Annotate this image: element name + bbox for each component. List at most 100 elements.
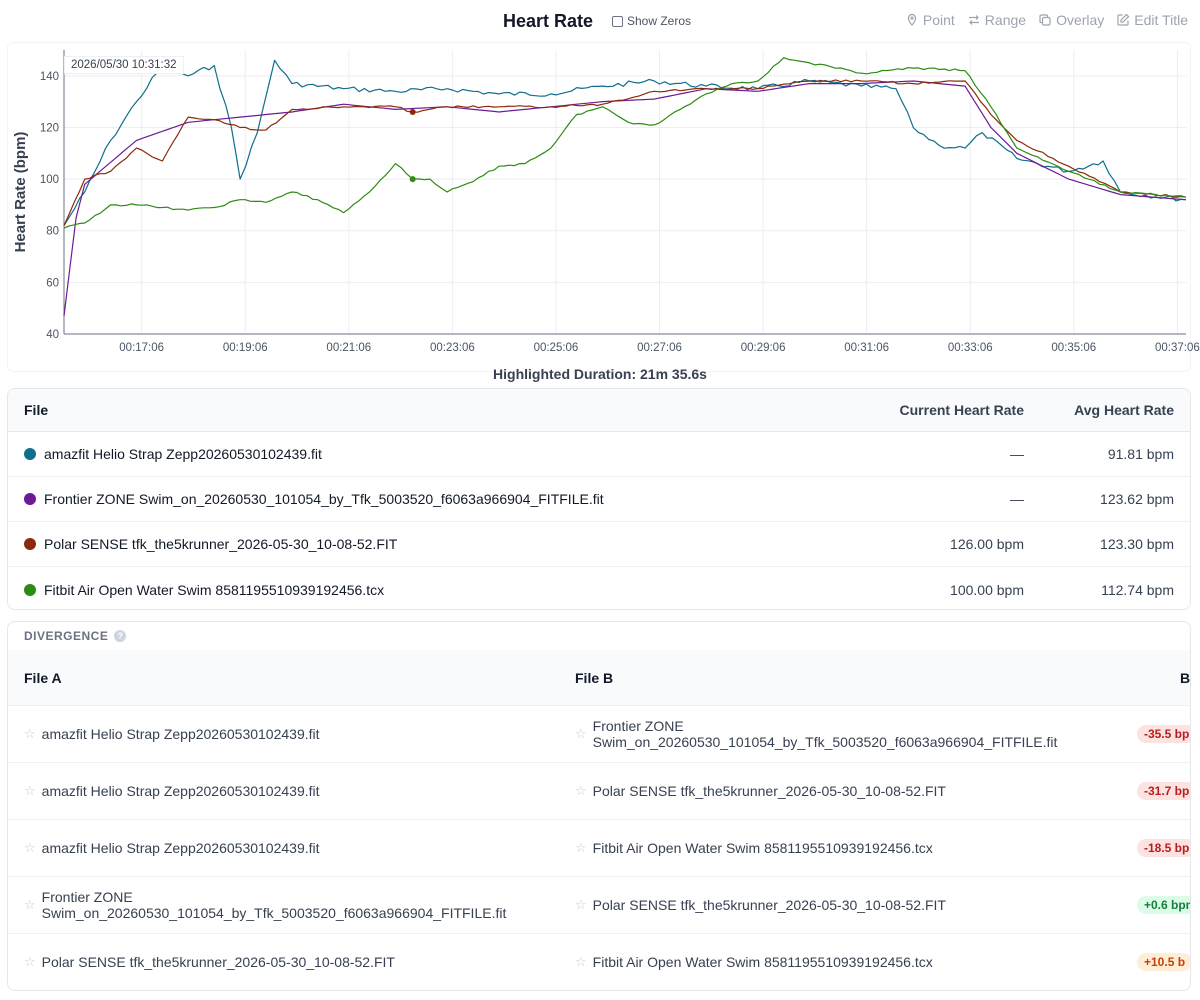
y-tick-label: 140 [40,71,59,83]
star-icon[interactable]: ☆ [575,840,587,855]
current-hr-cell: — [1010,446,1024,462]
file-b-cell: ☆ Polar SENSE tfk_the5krunner_2026-05-30_… [575,783,1125,799]
divergence-row[interactable]: ☆ amazfit Helio Strap Zepp20260530102439.… [8,705,1190,762]
y-tick-label: 60 [46,277,59,289]
bias-badge: -31.7 bp [1137,782,1190,800]
file-b-name: Frontier ZONE Swim_on_20260530_101054_by… [592,718,1058,750]
file-column-header: File [24,402,49,418]
heart-rate-chart[interactable]: 40 60 80 100 120 140 00:17:06 00:19:06 00:21:06 0… [0,0,1200,372]
file-b-column-header: File B [575,669,614,686]
x-tick-label: 00:35:06 [1051,342,1096,354]
file-b-cell: ☆ Polar SENSE tfk_the5krunner_2026-05-30_… [575,897,1125,913]
divergence-row[interactable]: ☆ Polar SENSE tfk_the5krunner_2026-05-30_… [8,933,1190,990]
star-icon[interactable]: ☆ [24,783,36,798]
divergence-title-text: DIVERGENCE [24,629,109,643]
star-icon[interactable]: ☆ [24,954,36,969]
file-cell: amazfit Helio Strap Zepp20260530102439.f… [8,446,824,462]
x-tick-label: 00:17:06 [119,342,164,354]
file-b-cell: ☆ Fitbit Air Open Water Swim 858119551093… [575,840,1125,856]
avg-hr-cell: 123.62 bpm [1100,491,1174,507]
point-button[interactable]: Point [905,12,955,28]
table-row[interactable]: amazfit Helio Strap Zepp20260530102439.f… [8,432,1190,477]
show-zeros-toggle[interactable]: Show Zeros [612,14,691,28]
file-name: amazfit Helio Strap Zepp20260530102439.f… [44,446,322,462]
file-b-name: Fitbit Air Open Water Swim 8581195510939… [592,954,933,970]
series-color-dot [24,448,36,460]
star-icon[interactable]: ☆ [575,954,587,969]
chart-header: Heart Rate Show Zeros Point Range Overla… [0,0,1200,42]
current-hr-column-header: Current Heart Rate [899,402,1024,418]
x-tick-label: 00:29:06 [741,342,786,354]
file-a-name: Frontier ZONE Swim_on_20260530_101054_by… [41,889,507,921]
star-icon[interactable]: ☆ [575,897,587,912]
bias-badge: +10.5 b [1137,953,1190,971]
divergence-panel: DIVERGENCE ? File A File B Bi ☆ amazfit H… [7,621,1191,991]
file-a-cell: ☆ amazfit Helio Strap Zepp20260530102439.… [24,840,554,856]
current-hr-cell: 126.00 bpm [950,536,1024,552]
avg-hr-cell: 91.81 bpm [1107,446,1174,462]
table-row[interactable]: Frontier ZONE Swim_on_20260530_101054_by… [8,477,1190,522]
series-color-dot [24,493,36,505]
star-icon[interactable]: ☆ [24,726,36,741]
file-name: Frontier ZONE Swim_on_20260530_101054_by… [44,491,604,507]
edit-icon [1117,13,1130,26]
show-zeros-checkbox[interactable] [612,15,623,27]
y-tick-label: 100 [40,174,59,186]
chart-toolbar: Point Range Overlay Edit Title [905,12,1188,28]
bias-badge: -35.5 bp [1137,725,1190,743]
file-a-cell: ☆ Polar SENSE tfk_the5krunner_2026-05-30_… [24,954,554,970]
series-line-2 [63,80,1187,316]
file-cell: Fitbit Air Open Water Swim 8581195510939… [8,582,824,598]
star-icon[interactable]: ☆ [24,897,36,912]
bias-cell: -35.5 bp [1137,725,1190,743]
star-icon[interactable]: ☆ [575,726,587,741]
cursor-timestamp: 2026/05/30 10:31:32 [64,56,184,74]
avg-hr-cell: 112.74 bpm [1101,581,1174,598]
chart-panel [7,42,1191,372]
x-tick-label: 00:25:06 [534,342,579,354]
divergence-row[interactable]: ☆ amazfit Helio Strap Zepp20260530102439.… [8,762,1190,819]
x-tick-label: 00:19:06 [223,342,268,354]
x-tick-label: 00:33:06 [948,342,993,354]
overlay-label: Overlay [1056,12,1105,28]
cursor-point [409,108,416,115]
file-a-name: amazfit Helio Strap Zepp20260530102439.f… [41,840,320,856]
table-row[interactable]: Polar SENSE tfk_the5krunner_2026-05-30_1… [8,522,1190,567]
avg-hr-column-header: Avg Heart Rate [1074,402,1174,418]
range-label: Range [984,12,1027,28]
divergence-row[interactable]: ☆ amazfit Helio Strap Zepp20260530102439.… [8,819,1190,876]
bias-cell: -31.7 bp [1137,782,1190,800]
current-hr-cell: 100.00 bpm [950,581,1024,598]
x-tick-label: 00:37:06 [1155,342,1200,354]
file-b-cell: ☆ Frontier ZONE Swim_on_20260530_101054_b… [575,718,1125,750]
file-b-cell: ☆ Fitbit Air Open Water Swim 858119551093… [575,954,1125,970]
file-a-column-header: File A [24,669,62,686]
y-axis-label: Heart Rate (bpm) [12,132,29,253]
range-button[interactable]: Range [967,12,1026,28]
star-icon[interactable]: ☆ [575,783,587,798]
range-arrows-icon [968,15,979,25]
table-row[interactable]: Fitbit Air Open Water Swim 8581195510939… [8,567,1190,609]
file-cell: Frontier ZONE Swim_on_20260530_101054_by… [8,491,824,507]
edit-title-button[interactable]: Edit Title [1116,12,1188,28]
overlay-button[interactable]: Overlay [1038,12,1104,28]
show-zeros-label: Show Zeros [627,14,692,28]
edit-title-label: Edit Title [1134,12,1188,28]
bias-badge: -18.5 bp [1137,839,1190,857]
file-name: Polar SENSE tfk_the5krunner_2026-05-30_1… [44,536,398,552]
series-line-1 [63,59,1187,226]
divergence-title: DIVERGENCE ? [8,622,1190,650]
question-icon[interactable]: ? [114,630,127,642]
series-color-dot [24,583,36,596]
current-hr-cell: — [1010,491,1024,507]
y-tick-label: 80 [46,226,59,238]
file-a-name: Polar SENSE tfk_the5krunner_2026-05-30_1… [41,954,395,970]
file-a-cell: ☆ Frontier ZONE Swim_on_20260530_101054_b… [24,889,554,921]
file-cell: Polar SENSE tfk_the5krunner_2026-05-30_1… [8,536,824,552]
divergence-row[interactable]: ☆ Frontier ZONE Swim_on_20260530_101054_b… [8,876,1190,933]
file-b-name: Polar SENSE tfk_the5krunner_2026-05-30_1… [592,783,946,799]
file-a-name: amazfit Helio Strap Zepp20260530102439.f… [41,726,320,742]
star-icon[interactable]: ☆ [24,840,36,855]
point-label: Point [922,12,955,28]
pin-icon [907,13,917,27]
